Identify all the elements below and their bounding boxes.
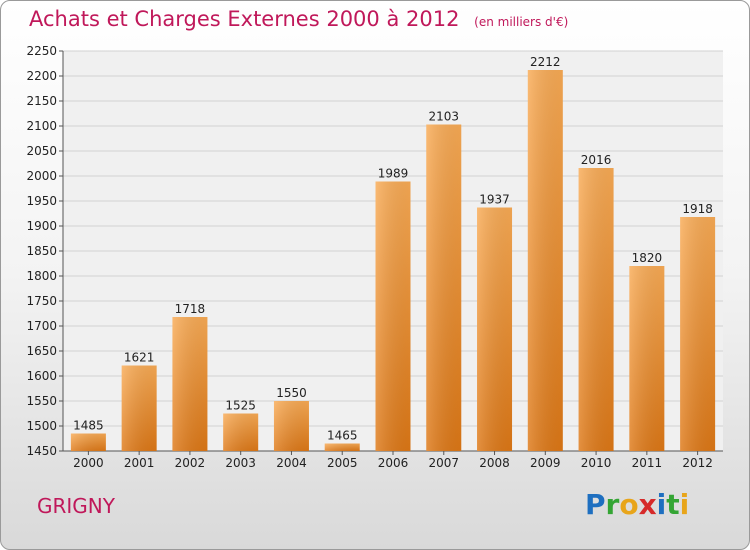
y-tick-label: 1650 xyxy=(26,344,57,358)
y-tick-label: 1450 xyxy=(26,444,57,458)
chart-unit: (en milliers d'€) xyxy=(474,15,569,29)
data-label: 2212 xyxy=(530,55,561,69)
data-label: 1718 xyxy=(175,302,206,316)
bar-highlight xyxy=(273,401,309,451)
x-tick-label: 2006 xyxy=(378,456,409,470)
data-label: 2016 xyxy=(581,153,612,167)
x-tick-label: 2005 xyxy=(327,456,358,470)
data-label: 1465 xyxy=(327,429,358,443)
data-labels: 1485 1621 1718 1525 1550 1465 1989 2103 1937 2212… xyxy=(73,55,713,443)
axes: 1450 1500 1550 1600 1650 1700 1750 1800 1850 1900… xyxy=(26,44,723,470)
data-label: 1918 xyxy=(682,202,713,216)
x-tick-label: 2007 xyxy=(428,456,459,470)
y-tick-label: 1600 xyxy=(26,369,57,383)
proxiti-logo: Proxiti xyxy=(585,488,690,521)
data-label: 1820 xyxy=(632,251,663,265)
x-tick-label: 2002 xyxy=(175,456,206,470)
y-tick-label: 1500 xyxy=(26,419,57,433)
bar-highlight xyxy=(578,168,614,451)
y-tick-label: 1550 xyxy=(26,394,57,408)
y-tick-label: 1750 xyxy=(26,294,57,308)
data-label: 1989 xyxy=(378,167,409,181)
bar-highlight xyxy=(324,443,360,451)
y-tick-label: 2150 xyxy=(26,94,57,108)
x-tick-label: 2012 xyxy=(682,456,713,470)
x-tick-label: 2009 xyxy=(530,456,561,470)
x-tick-label: 2001 xyxy=(124,456,155,470)
x-tick-label: 2000 xyxy=(73,456,104,470)
y-tick-label: 2250 xyxy=(26,44,57,58)
x-tick-label: 2003 xyxy=(225,456,256,470)
bar-highlight xyxy=(680,217,716,451)
commune-name: GRIGNY xyxy=(37,494,115,518)
bar-highlight xyxy=(426,124,462,451)
bar-highlight xyxy=(223,413,259,451)
bar-highlight xyxy=(527,70,563,451)
y-tick-label: 2000 xyxy=(26,169,57,183)
y-tick-label: 2200 xyxy=(26,69,57,83)
y-tick-label: 1950 xyxy=(26,194,57,208)
y-tick-label: 2050 xyxy=(26,144,57,158)
x-tick-label: 2004 xyxy=(276,456,307,470)
bar-highlight xyxy=(629,266,665,451)
x-tick-label: 2010 xyxy=(581,456,612,470)
x-tick-label: 2008 xyxy=(479,456,510,470)
data-label: 1937 xyxy=(479,193,510,207)
data-label: 2103 xyxy=(428,110,459,124)
bar-highlight xyxy=(477,207,513,451)
bar-highlight xyxy=(172,317,208,451)
x-tick-label: 2011 xyxy=(632,456,663,470)
data-label: 1550 xyxy=(276,386,307,400)
chart-title: Achats et Charges Externes 2000 à 2012 (… xyxy=(29,7,568,31)
chart-title-text: Achats et Charges Externes 2000 à 2012 xyxy=(29,7,460,31)
y-tick-label: 1800 xyxy=(26,269,57,283)
y-tick-label: 1700 xyxy=(26,319,57,333)
data-label: 1525 xyxy=(225,399,256,413)
data-label: 1485 xyxy=(73,419,104,433)
y-tick-label: 2100 xyxy=(26,119,57,133)
y-tick-label: 1900 xyxy=(26,219,57,233)
data-label: 1621 xyxy=(124,351,155,365)
bars xyxy=(70,70,716,451)
bar-highlight xyxy=(70,433,106,451)
bar-highlight xyxy=(121,365,157,451)
y-tick-label: 1850 xyxy=(26,244,57,258)
bar-highlight xyxy=(375,181,411,451)
